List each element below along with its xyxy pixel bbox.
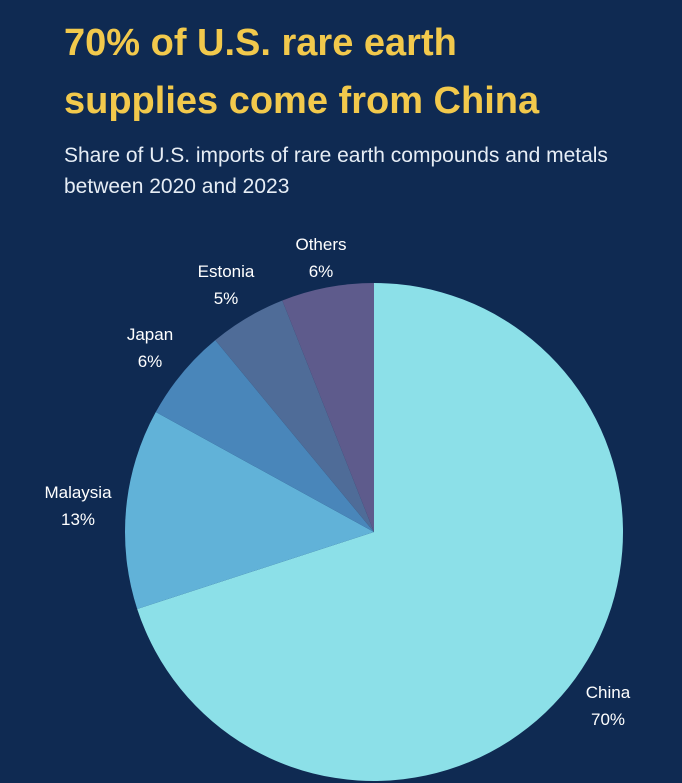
pie-slice-malaysia [124, 412, 374, 609]
pie-slice-estonia [215, 300, 374, 532]
title-line-2: supplies come from China [64, 80, 540, 122]
subtitle-line-1: Share of U.S. imports of rare earth comp… [64, 144, 608, 167]
slice-value-others: 6% [309, 262, 334, 281]
chart-title: 70% of U.S. rare earth supplies come fro… [64, 14, 664, 130]
slice-value-malaysia: 13% [61, 510, 95, 529]
slice-value-estonia: 5% [214, 289, 239, 308]
pie-slice-japan [155, 340, 374, 532]
chart-subtitle: Share of U.S. imports of rare earth comp… [64, 140, 664, 202]
title-line-1: 70% of U.S. rare earth [64, 22, 457, 64]
subtitle-line-2: between 2020 and 2023 [64, 175, 290, 198]
slice-label-japan: Japan [127, 325, 173, 344]
slice-label-others: Others [295, 235, 346, 254]
slice-label-china: China [586, 683, 631, 702]
pie-slice-china [137, 283, 623, 781]
pie-slice-others [282, 283, 374, 532]
slice-label-estonia: Estonia [198, 262, 255, 281]
slice-label-malaysia: Malaysia [44, 483, 112, 502]
slice-value-japan: 6% [138, 352, 163, 371]
slice-value-china: 70% [591, 710, 625, 729]
